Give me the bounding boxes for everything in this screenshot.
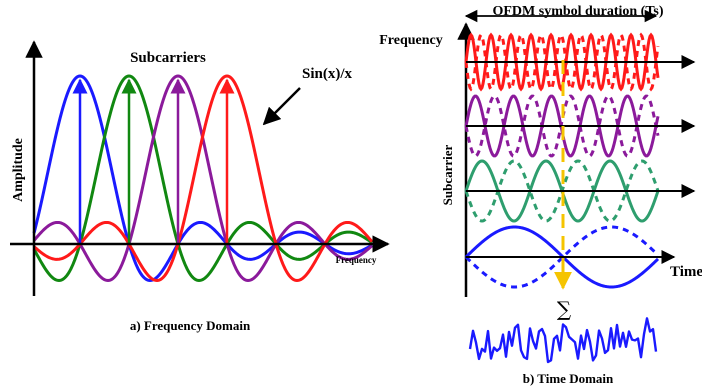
sinc-function-label: Sin(x)/x [302,66,353,82]
ofdm-composite-signal [468,317,658,364]
subcarrier-axis-label: Subcarrier [440,144,455,205]
amplitude-axis-label: Amplitude [11,138,26,202]
symbol-duration-label: OFDM symbol duration (Ts) [492,4,663,19]
sinc-pointer-arrow [262,87,301,126]
time-domain-panel: OFDM symbol duration (Ts) Frequency Subc… [379,4,702,386]
subcarrier-wave-purple-dashed [464,94,660,158]
frequency-domain-panel: Amplitude Subcarriers Sin(x)/x Frequency… [10,40,390,333]
subcarrier-peak-arrows [72,78,235,244]
subcarriers-title: Subcarriers [130,50,206,66]
time-domain-caption: b) Time Domain [523,371,614,386]
sinc-curve-green [32,74,373,282]
frequency-label: Frequency [379,33,443,48]
frequency-domain-caption: a) Frequency Domain [130,318,251,333]
sinc-curves [32,74,374,282]
frequency-axis-label: Frequency [336,255,377,265]
time-axis-label: Time [670,264,702,280]
summation-symbol: ∑ [557,297,572,321]
sinc-curve-red [33,74,374,282]
sinc-curve-blue [32,74,373,282]
